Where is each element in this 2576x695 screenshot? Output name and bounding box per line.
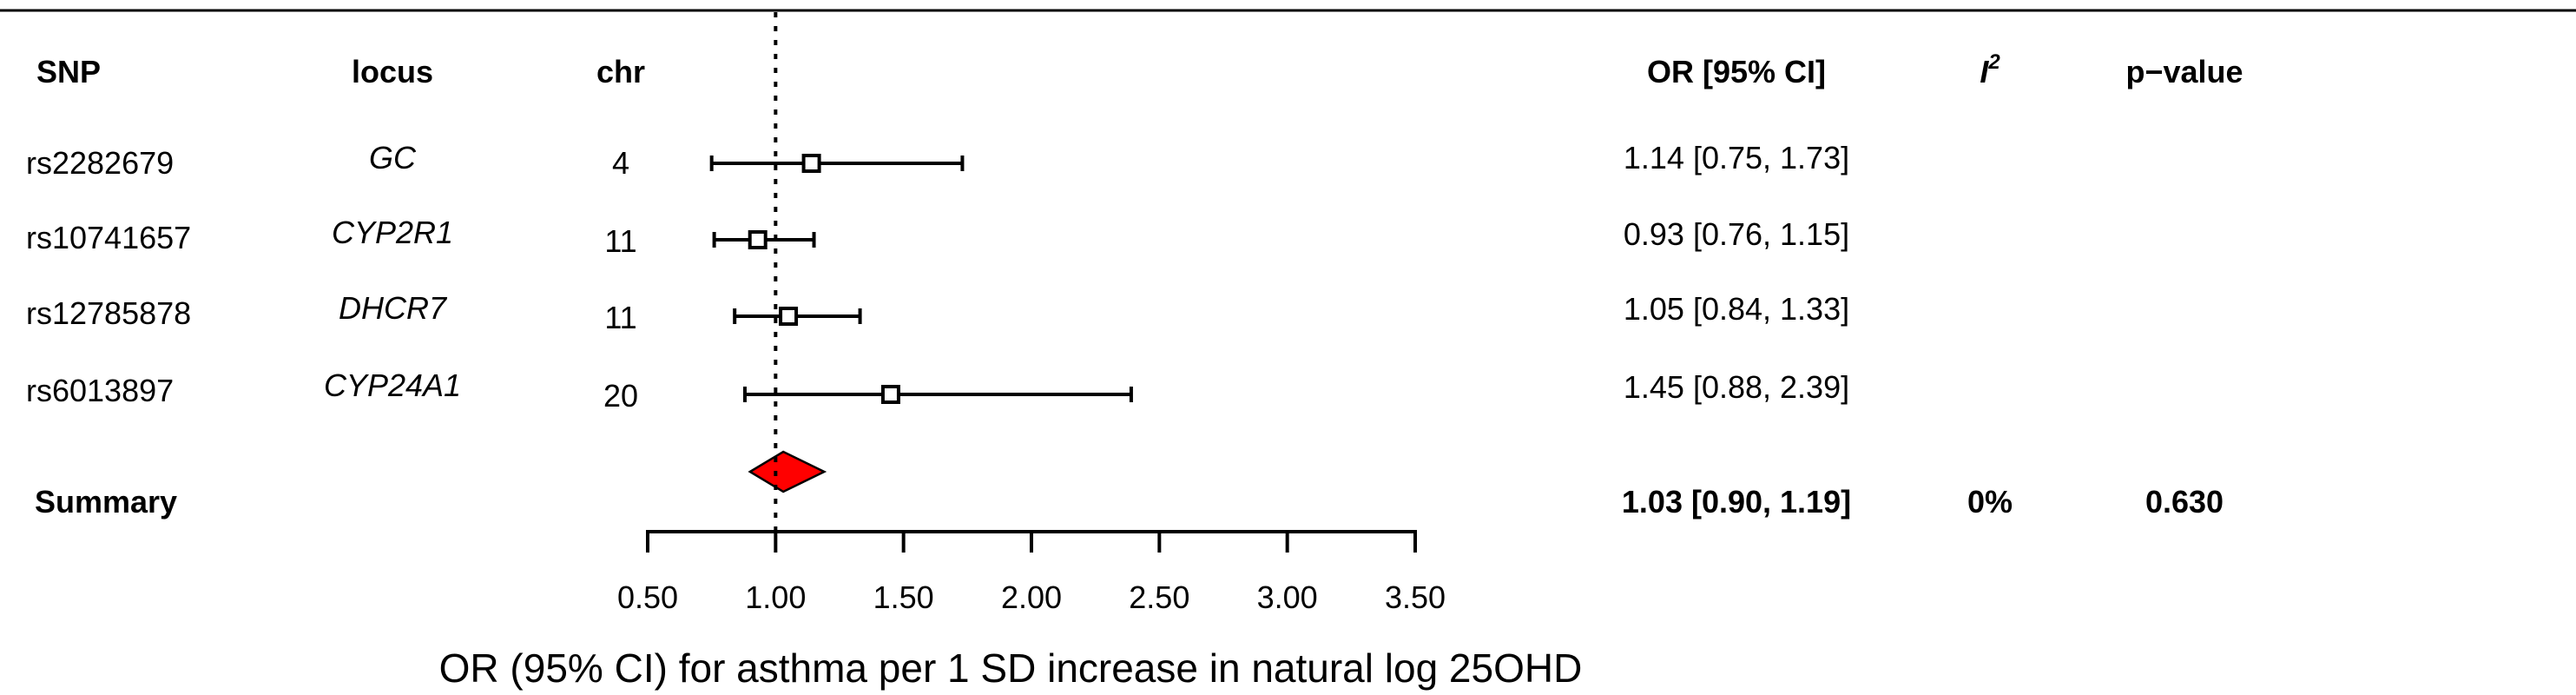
row-3-locus: CYP24A1 bbox=[324, 367, 461, 403]
row-1-snp: rs10741657 bbox=[26, 220, 191, 255]
row-0-chr: 4 bbox=[612, 145, 629, 181]
row-1-or-ci: 0.93 [0.76, 1.15] bbox=[1624, 216, 1849, 252]
row-1-chr: 11 bbox=[604, 223, 636, 259]
row-0-or-ci: 1.14 [0.75, 1.73] bbox=[1624, 140, 1849, 175]
point-estimate-square bbox=[779, 307, 799, 326]
header-snp: SNP bbox=[36, 54, 101, 89]
header-chr: chr bbox=[596, 54, 645, 89]
row-2-snp: rs12785878 bbox=[26, 295, 191, 331]
row-3-estimate bbox=[742, 385, 1133, 404]
x-axis-label: OR (95% CI) for asthma per 1 SD increase… bbox=[439, 645, 1583, 691]
row-3-chr: 20 bbox=[603, 378, 638, 414]
summary-row: Summary 1.03 [0.90, 1.19] 0% 0.630 bbox=[35, 450, 2224, 520]
row-3-or-ci: 1.45 [0.88, 2.39] bbox=[1624, 369, 1849, 405]
row-0: rs2282679 GC 4 1.14 [0.75, 1.73] bbox=[26, 140, 1849, 181]
header-i2-sup: 2 bbox=[1987, 50, 2000, 74]
header-pvalue: p−value bbox=[2125, 54, 2243, 89]
x-tick-label: 3.00 bbox=[1257, 579, 1318, 615]
x-tick-label: 2.50 bbox=[1129, 579, 1189, 615]
summary-pvalue: 0.630 bbox=[2145, 484, 2224, 520]
row-2-or-ci: 1.05 [0.84, 1.33] bbox=[1624, 291, 1849, 327]
point-estimate-square bbox=[801, 154, 821, 173]
summary-diamond bbox=[748, 450, 827, 493]
point-estimate-square bbox=[748, 230, 768, 249]
x-tick-label: 1.50 bbox=[873, 579, 934, 615]
row-3-snp: rs6013897 bbox=[26, 373, 174, 408]
x-tick-label: 3.50 bbox=[1385, 579, 1446, 615]
row-2-locus: DHCR7 bbox=[339, 290, 448, 326]
x-axis: 0.50 1.00 1.50 2.00 2.50 3.00 3.50 bbox=[617, 530, 1446, 615]
row-3: rs6013897 CYP24A1 20 1.45 [0.88, 2.39] bbox=[26, 367, 1849, 414]
summary-or-ci: 1.03 [0.90, 1.19] bbox=[1622, 484, 1851, 520]
row-0-locus: GC bbox=[369, 140, 417, 175]
header-or-ci: OR [95% CI] bbox=[1647, 54, 1826, 89]
summary-label: Summary bbox=[35, 484, 177, 520]
row-0-estimate bbox=[709, 154, 965, 173]
header-i2: I2 bbox=[1980, 50, 2000, 89]
row-1-estimate bbox=[712, 230, 816, 249]
row-2-chr: 11 bbox=[604, 300, 636, 335]
x-tick-label: 0.50 bbox=[617, 579, 678, 615]
header-locus: locus bbox=[352, 54, 433, 89]
point-estimate-square bbox=[880, 385, 900, 404]
row-2: rs12785878 DHCR7 11 1.05 [0.84, 1.33] bbox=[26, 290, 1849, 335]
row-0-snp: rs2282679 bbox=[26, 145, 174, 181]
x-tick-label: 1.00 bbox=[745, 579, 806, 615]
header-i2-letter: I bbox=[1980, 54, 1989, 89]
summary-i2: 0% bbox=[1967, 484, 2013, 520]
row-1: rs10741657 CYP2R1 11 0.93 [0.76, 1.15] bbox=[26, 215, 1849, 259]
row-1-locus: CYP2R1 bbox=[332, 215, 453, 250]
row-2-estimate bbox=[733, 307, 862, 326]
x-tick-label: 2.00 bbox=[1001, 579, 1062, 615]
